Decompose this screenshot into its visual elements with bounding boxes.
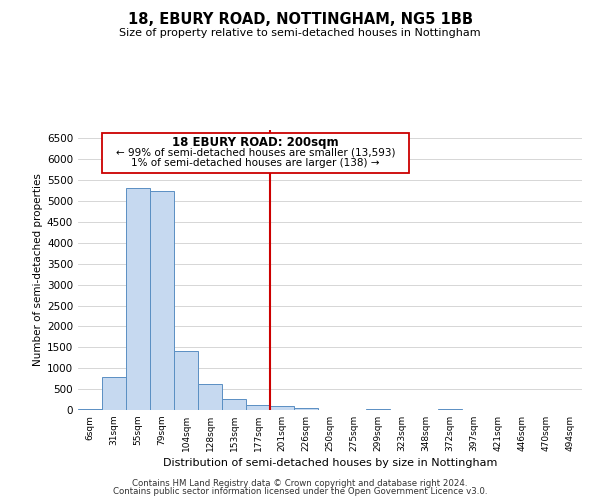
FancyBboxPatch shape bbox=[102, 132, 409, 172]
Bar bbox=[126, 188, 150, 410]
Text: 18 EBURY ROAD: 200sqm: 18 EBURY ROAD: 200sqm bbox=[172, 136, 339, 148]
Y-axis label: Number of semi-detached properties: Number of semi-detached properties bbox=[33, 174, 43, 366]
Bar bbox=[78, 408, 102, 410]
Bar bbox=[366, 408, 390, 410]
Text: Contains public sector information licensed under the Open Government Licence v3: Contains public sector information licen… bbox=[113, 487, 487, 496]
Bar bbox=[198, 384, 222, 410]
Text: Size of property relative to semi-detached houses in Nottingham: Size of property relative to semi-detach… bbox=[119, 28, 481, 38]
Bar bbox=[246, 406, 270, 410]
Bar bbox=[222, 398, 246, 410]
Bar bbox=[270, 406, 294, 410]
X-axis label: Distribution of semi-detached houses by size in Nottingham: Distribution of semi-detached houses by … bbox=[163, 458, 497, 468]
Bar bbox=[294, 408, 318, 410]
Text: ← 99% of semi-detached houses are smaller (13,593): ← 99% of semi-detached houses are smalle… bbox=[116, 148, 395, 158]
Text: 18, EBURY ROAD, NOTTINGHAM, NG5 1BB: 18, EBURY ROAD, NOTTINGHAM, NG5 1BB bbox=[128, 12, 473, 28]
Text: 1% of semi-detached houses are larger (138) →: 1% of semi-detached houses are larger (1… bbox=[131, 158, 380, 168]
Bar bbox=[174, 350, 198, 410]
Bar bbox=[102, 378, 126, 410]
Bar bbox=[150, 192, 174, 410]
Text: Contains HM Land Registry data © Crown copyright and database right 2024.: Contains HM Land Registry data © Crown c… bbox=[132, 478, 468, 488]
Bar bbox=[438, 408, 462, 410]
